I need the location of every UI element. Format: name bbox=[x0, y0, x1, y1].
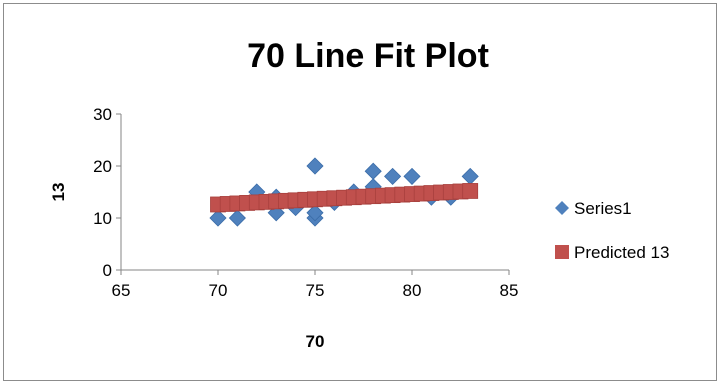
x-tick-label: 75 bbox=[306, 281, 325, 300]
y-tick-label: 10 bbox=[93, 209, 112, 228]
x-tick-label: 70 bbox=[209, 281, 228, 300]
x-axis-title: 70 bbox=[306, 332, 325, 351]
x-tick-label: 80 bbox=[403, 281, 422, 300]
y-tick-label: 0 bbox=[103, 261, 112, 280]
legend-series1-label: Series1 bbox=[574, 199, 632, 218]
series1-point bbox=[461, 167, 479, 185]
series1-point bbox=[209, 209, 227, 227]
chart-title: 70 Line Fit Plot bbox=[247, 37, 489, 75]
series1-point bbox=[228, 209, 246, 227]
y-axis-title: 13 bbox=[49, 183, 68, 202]
legend-predicted-13-marker bbox=[555, 245, 569, 259]
series-predicted-13 bbox=[210, 183, 479, 213]
x-tick-label: 85 bbox=[500, 281, 519, 300]
legend-predicted-13-label: Predicted 13 bbox=[574, 243, 669, 262]
series1-point bbox=[306, 204, 324, 222]
series1-point bbox=[306, 157, 324, 175]
x-tick-label: 65 bbox=[112, 281, 131, 300]
y-tick-label: 20 bbox=[93, 157, 112, 176]
y-tick-label: 30 bbox=[93, 105, 112, 124]
series-layer bbox=[209, 157, 479, 227]
series1-point bbox=[384, 167, 402, 185]
series1-point bbox=[364, 162, 382, 180]
axes: 0 10 20 30 65 70 75 80 85 bbox=[93, 105, 518, 300]
legend-series1-marker bbox=[555, 201, 569, 215]
legend: Series1 Predicted 13 bbox=[555, 199, 669, 262]
predicted-13-point bbox=[462, 183, 479, 199]
series1-point bbox=[403, 167, 421, 185]
